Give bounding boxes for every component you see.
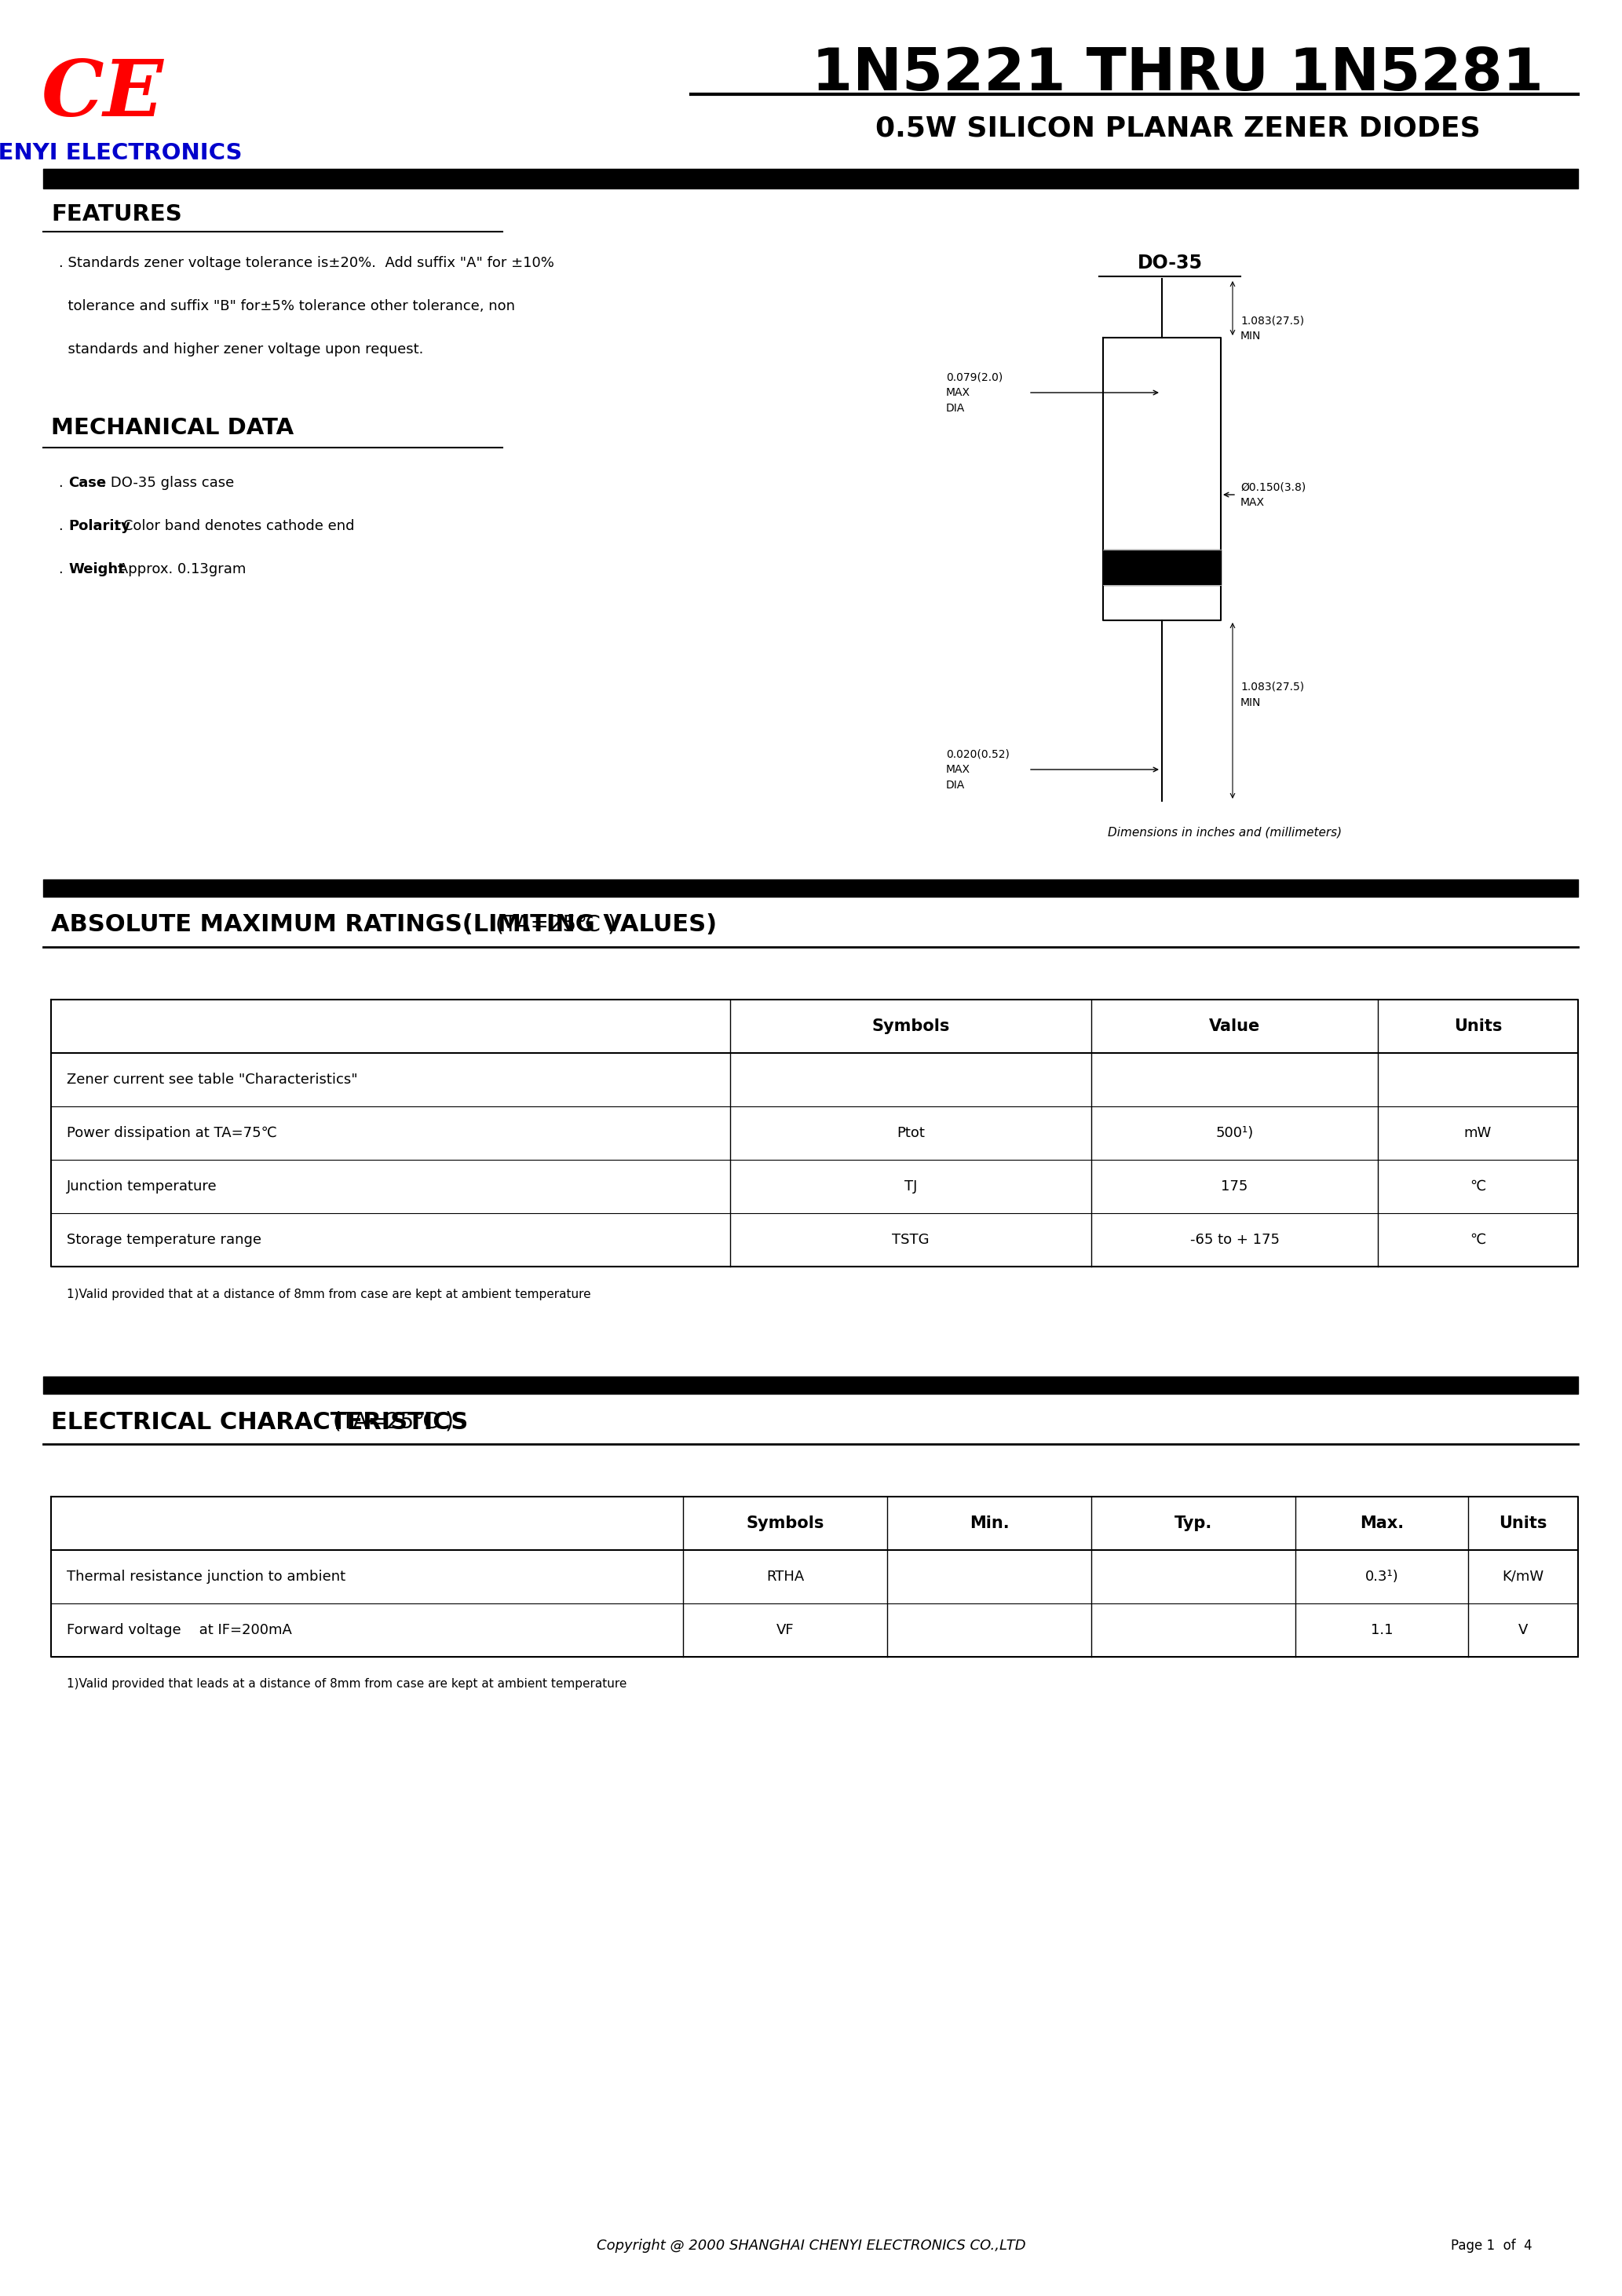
Text: MIN: MIN — [1241, 698, 1262, 707]
Text: DIA: DIA — [946, 781, 965, 790]
Text: CE: CE — [41, 57, 164, 133]
Text: ABSOLUTE MAXIMUM RATINGS(LIMITING VALUES): ABSOLUTE MAXIMUM RATINGS(LIMITING VALUES… — [50, 914, 717, 937]
Text: -65 to + 175: -65 to + 175 — [1191, 1233, 1280, 1247]
Text: TSTG: TSTG — [892, 1233, 929, 1247]
Text: : Color band denotes cathode end: : Color band denotes cathode end — [114, 519, 355, 533]
Text: TJ: TJ — [905, 1180, 916, 1194]
Text: Weight: Weight — [68, 563, 125, 576]
Text: Typ.: Typ. — [1174, 1515, 1212, 1531]
Text: 1.1: 1.1 — [1371, 1623, 1393, 1637]
Text: 0.5W SILICON PLANAR ZENER DIODES: 0.5W SILICON PLANAR ZENER DIODES — [876, 115, 1481, 142]
Text: Dimensions in inches and (millimeters): Dimensions in inches and (millimeters) — [1108, 827, 1341, 838]
Text: standards and higher zener voltage upon request.: standards and higher zener voltage upon … — [58, 342, 423, 356]
Text: K/mW: K/mW — [1502, 1570, 1544, 1584]
Text: Symbols: Symbols — [746, 1515, 824, 1531]
Text: 1.083(27.5): 1.083(27.5) — [1241, 315, 1304, 326]
Text: DIA: DIA — [946, 402, 965, 413]
Text: Power dissipation at TA=75℃: Power dissipation at TA=75℃ — [67, 1125, 277, 1141]
Text: FEATURES: FEATURES — [50, 204, 182, 225]
Text: Ø0.150(3.8): Ø0.150(3.8) — [1241, 482, 1306, 491]
Text: V: V — [1518, 1623, 1528, 1637]
Text: DO-35: DO-35 — [1137, 253, 1202, 273]
Text: Case: Case — [68, 475, 105, 489]
Text: .: . — [58, 519, 68, 533]
Text: ELECTRICAL CHARACTERISTICS: ELECTRICAL CHARACTERISTICS — [50, 1410, 469, 1433]
Text: .: . — [58, 475, 68, 489]
Text: 0.020(0.52): 0.020(0.52) — [946, 748, 1009, 760]
Text: RTHA: RTHA — [766, 1570, 805, 1584]
Text: ℃: ℃ — [1470, 1180, 1486, 1194]
Text: 1)Valid provided that leads at a distance of 8mm from case are kept at ambient t: 1)Valid provided that leads at a distanc… — [67, 1678, 626, 1690]
Text: 1N5221 THRU 1N5281: 1N5221 THRU 1N5281 — [813, 46, 1544, 103]
Text: 1.083(27.5): 1.083(27.5) — [1241, 682, 1304, 693]
Text: 0.3¹): 0.3¹) — [1366, 1570, 1398, 1584]
Text: 500¹): 500¹) — [1215, 1125, 1254, 1141]
Text: MIN: MIN — [1241, 331, 1262, 342]
Text: ℃: ℃ — [1470, 1233, 1486, 1247]
Text: MECHANICAL DATA: MECHANICAL DATA — [50, 418, 294, 439]
Text: MAX: MAX — [1241, 496, 1265, 507]
Text: Zener current see table "Characteristics": Zener current see table "Characteristics… — [67, 1072, 358, 1086]
Text: 175: 175 — [1221, 1180, 1247, 1194]
Text: Junction temperature: Junction temperature — [67, 1180, 217, 1194]
Text: Copyright @ 2000 SHANGHAI CHENYI ELECTRONICS CO.,LTD: Copyright @ 2000 SHANGHAI CHENYI ELECTRO… — [597, 2239, 1025, 2252]
Text: (TA=25℃ ): (TA=25℃ ) — [495, 914, 616, 937]
Text: Storage temperature range: Storage temperature range — [67, 1233, 261, 1247]
Text: Min.: Min. — [970, 1515, 1009, 1531]
Text: 0.079(2.0): 0.079(2.0) — [946, 372, 1002, 383]
Text: : Approx. 0.13gram: : Approx. 0.13gram — [109, 563, 247, 576]
Text: Symbols: Symbols — [871, 1019, 950, 1033]
Text: CHENYI ELECTRONICS: CHENYI ELECTRONICS — [0, 142, 242, 163]
Text: Units: Units — [1453, 1019, 1502, 1033]
Text: .: . — [58, 563, 68, 576]
Text: Page 1  of  4: Page 1 of 4 — [1452, 2239, 1533, 2252]
Text: Max.: Max. — [1359, 1515, 1403, 1531]
Text: Thermal resistance junction to ambient: Thermal resistance junction to ambient — [67, 1570, 345, 1584]
Text: Polarity: Polarity — [68, 519, 130, 533]
Text: . Standards zener voltage tolerance is±20%.  Add suffix "A" for ±10%: . Standards zener voltage tolerance is±2… — [58, 255, 555, 271]
Text: tolerance and suffix "B" for±5% tolerance other tolerance, non: tolerance and suffix "B" for±5% toleranc… — [58, 298, 516, 312]
Text: Ptot: Ptot — [897, 1125, 925, 1141]
Text: 1)Valid provided that at a distance of 8mm from case are kept at ambient tempera: 1)Valid provided that at a distance of 8… — [67, 1288, 590, 1300]
Text: Units: Units — [1499, 1515, 1547, 1531]
Text: MAX: MAX — [946, 388, 970, 397]
Text: : DO-35 glass case: : DO-35 glass case — [101, 475, 234, 489]
Text: MAX: MAX — [946, 765, 970, 776]
Text: mW: mW — [1465, 1125, 1492, 1141]
Text: (TA=25℃ ): (TA=25℃ ) — [333, 1412, 454, 1433]
Text: Forward voltage    at IF=200mA: Forward voltage at IF=200mA — [67, 1623, 292, 1637]
Text: Value: Value — [1208, 1019, 1260, 1033]
Text: VF: VF — [777, 1623, 795, 1637]
